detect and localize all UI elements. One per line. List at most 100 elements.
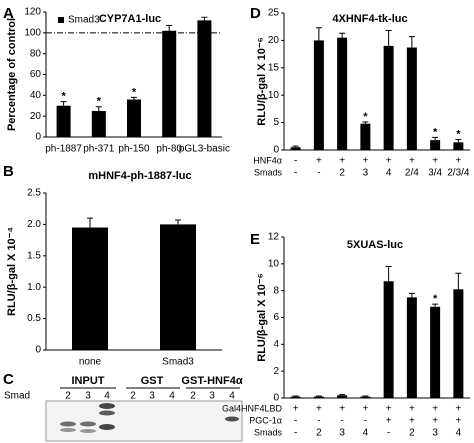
- panel-label: E: [250, 231, 260, 248]
- x-tick-label: +: [409, 416, 415, 427]
- y-axis-label: RLU/β-gal X 10⁻⁴: [6, 227, 18, 316]
- chart-title: CYP7A1-luc: [99, 13, 161, 25]
- y-tick-label: 25: [268, 8, 280, 19]
- x-tick-label: +: [316, 404, 322, 415]
- significance-mark: *: [61, 90, 66, 102]
- x-tick-label: +: [455, 416, 461, 427]
- x-tick-label: ph-150: [118, 144, 150, 155]
- bar: [91, 110, 106, 137]
- row-label: Smads: [254, 167, 283, 177]
- bar: [337, 37, 348, 150]
- significance-mark: *: [433, 126, 438, 138]
- band: [80, 421, 96, 427]
- lane-label: 4: [169, 391, 175, 402]
- lane-label: 2: [65, 391, 71, 402]
- lane-label: 4: [229, 391, 235, 402]
- panel-label: B: [3, 163, 14, 180]
- row-label: Smads: [254, 427, 283, 437]
- x-tick-label: ph-80: [156, 144, 182, 155]
- chart-title: mHNF4-ph-1887-luc: [88, 170, 191, 182]
- x-tick-label: -: [387, 428, 390, 439]
- bar: [162, 30, 177, 137]
- x-tick-label: +: [455, 404, 461, 415]
- error-bar: [292, 395, 299, 397]
- error-bar: [339, 394, 346, 396]
- x-tick-label: 2/4: [405, 168, 419, 179]
- band: [99, 410, 115, 416]
- band: [60, 428, 76, 432]
- row-label: PGC-1α: [249, 415, 282, 425]
- bar: [383, 45, 394, 150]
- x-tick-label: 3/4: [428, 168, 442, 179]
- x-tick-label: 2/3/4: [447, 168, 470, 179]
- x-tick-label: -: [294, 156, 297, 167]
- error-bar: [175, 219, 181, 225]
- band: [99, 424, 115, 430]
- y-tick-label: 2.5: [27, 188, 41, 199]
- y-tick-label: 80: [30, 48, 42, 59]
- bar: [383, 281, 394, 398]
- error-bar: [131, 96, 137, 100]
- x-tick-label: +: [339, 404, 345, 415]
- y-axis-label: RLU/β-gal X 10⁻⁶: [256, 273, 268, 362]
- y-tick-label: 2: [273, 366, 279, 377]
- x-tick-label: none: [79, 357, 102, 368]
- x-tick-label: +: [293, 404, 299, 415]
- y-tick-label: 10: [268, 258, 280, 269]
- y-tick-label: 20: [268, 35, 280, 46]
- x-tick-label: -: [317, 168, 320, 179]
- x-tick-label: -: [317, 416, 320, 427]
- error-bar: [87, 217, 93, 228]
- group-label: GST-HNF4α: [181, 375, 242, 387]
- y-tick-label: 1.0: [27, 282, 41, 293]
- error-bar: [339, 32, 346, 38]
- y-axis-label: RLU/β-gal X 10⁻⁶: [256, 37, 268, 126]
- gel-bands: [60, 403, 239, 433]
- bar: [406, 297, 417, 398]
- x-tick-label: -: [294, 168, 297, 179]
- lane-label: 4: [104, 391, 110, 402]
- lane-label: 3: [209, 391, 215, 402]
- error-bar: [315, 27, 322, 41]
- lane-label: 2: [190, 391, 196, 402]
- x-tick-label: 4: [386, 168, 392, 179]
- significance-mark: *: [363, 111, 368, 123]
- x-tick-label: +: [362, 404, 368, 415]
- x-tick-label: 3: [363, 168, 369, 179]
- y-tick-label: 0: [35, 132, 41, 143]
- bar: [72, 227, 108, 350]
- error-bar: [455, 272, 462, 290]
- y-tick-label: 4: [273, 339, 279, 350]
- bar: [430, 306, 441, 398]
- lane-label: 3: [85, 391, 91, 402]
- x-tick-label: +: [409, 156, 415, 167]
- y-tick-label: 2.0: [27, 219, 41, 230]
- x-tick-label: +: [432, 404, 438, 415]
- x-tick-label: +: [316, 156, 322, 167]
- row-label: Gal4HNF4LBD: [222, 403, 283, 413]
- x-tick-label: -: [364, 416, 367, 427]
- error-bar: [201, 16, 208, 21]
- bar: [290, 147, 301, 150]
- x-tick-label: pGL3-basic: [179, 144, 230, 155]
- bar: [197, 20, 212, 137]
- significance-mark: *: [456, 128, 461, 140]
- x-tick-label: 2: [316, 428, 322, 439]
- gel: [45, 400, 243, 442]
- x-tick-label: ph-1887: [45, 144, 82, 155]
- error-bar: [432, 303, 439, 307]
- x-tick-label: +: [339, 156, 345, 167]
- y-tick-label: 10: [268, 90, 280, 101]
- group-label: INPUT: [72, 375, 105, 387]
- error-bar: [95, 106, 102, 111]
- chart-title: 4XHNF4-tk-luc: [332, 13, 407, 25]
- legend-swatch: [58, 17, 64, 23]
- y-tick-label: 15: [268, 62, 280, 73]
- y-tick-label: 40: [30, 90, 42, 101]
- group-label: GST: [141, 375, 164, 387]
- x-tick-label: +: [386, 416, 392, 427]
- bar: [430, 140, 441, 150]
- error-bar: [408, 292, 415, 298]
- error-bar: [408, 36, 415, 48]
